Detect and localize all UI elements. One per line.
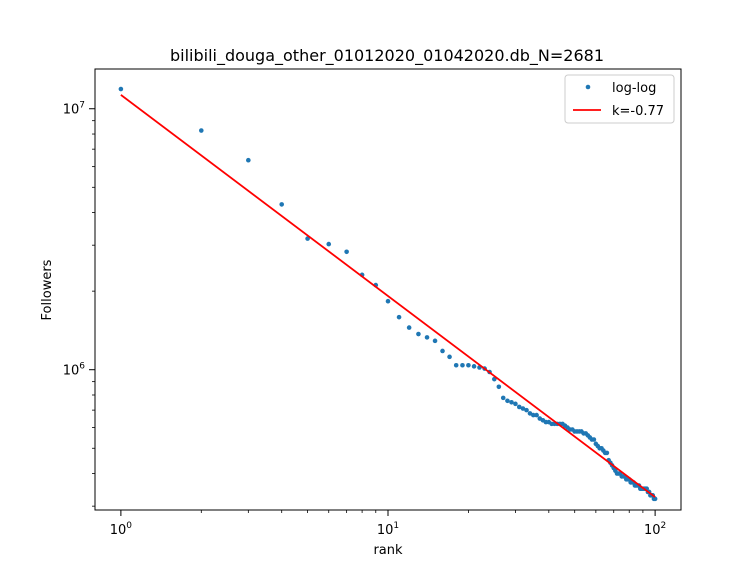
x-tick-label: 102	[644, 521, 666, 538]
legend-label-points: log-log	[612, 81, 656, 96]
x-axis-label: rank	[373, 543, 403, 558]
data-point	[471, 364, 477, 369]
data-point	[505, 398, 510, 404]
data-point	[406, 325, 412, 330]
plot-area	[118, 86, 658, 502]
y-tick-label: 106	[63, 362, 86, 379]
legend-box	[564, 74, 675, 124]
y-axis-label: Followers	[40, 259, 55, 320]
axis-ticks: 100 101 102 106 107	[63, 101, 667, 538]
data-point	[509, 400, 514, 405]
data-point	[516, 404, 522, 410]
legend-label-line: k=-0.77	[612, 104, 664, 119]
data-point	[396, 314, 402, 320]
data-point	[279, 202, 285, 207]
data-point	[118, 86, 124, 92]
data-point	[246, 157, 251, 163]
legend: log-log k=-0.77	[564, 74, 675, 124]
data-point	[385, 298, 391, 304]
data-point	[513, 401, 518, 407]
data-point	[447, 354, 452, 360]
data-point	[491, 376, 497, 382]
data-point	[344, 249, 349, 255]
data-point	[520, 406, 526, 411]
data-point	[652, 496, 658, 502]
fit-line	[120, 94, 656, 498]
data-point	[453, 362, 459, 368]
y-tick-label: 107	[63, 101, 85, 118]
legend-marker-points	[585, 84, 591, 90]
data-point	[198, 128, 204, 133]
data-point	[440, 348, 445, 354]
data-point	[466, 362, 471, 368]
data-point	[534, 412, 539, 418]
data-point	[326, 241, 332, 247]
x-tick-label: 101	[377, 521, 399, 538]
data-point	[460, 362, 465, 368]
data-point	[524, 407, 529, 413]
data-point	[591, 437, 597, 442]
x-tick-label: 100	[110, 521, 133, 538]
data-point	[531, 412, 536, 418]
axes-frame	[94, 68, 682, 511]
data-point	[500, 395, 506, 401]
data-point	[416, 331, 421, 337]
data-point	[432, 338, 438, 344]
data-point	[496, 384, 502, 390]
data-point	[424, 335, 430, 340]
chart-title: bilibili_douga_other_01012020_01042020.d…	[170, 46, 604, 66]
data-point	[604, 450, 610, 456]
